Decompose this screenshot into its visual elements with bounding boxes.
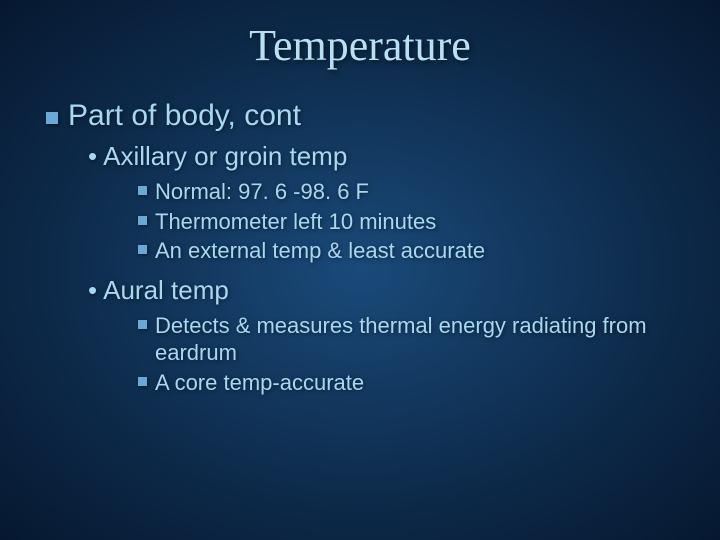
level2-text: Aural temp (103, 275, 229, 305)
level2-item: •Axillary or groin temp (88, 141, 680, 172)
square-bullet-icon (138, 245, 147, 254)
level3-text: Detects & measures thermal energy radiat… (155, 312, 680, 367)
square-bullet-icon (138, 186, 147, 195)
square-bullet-icon (138, 216, 147, 225)
slide: Temperature Part of body, cont •Axillary… (0, 0, 720, 540)
level3-text: An external temp & least accurate (155, 237, 680, 265)
level2-text: Axillary or groin temp (103, 141, 347, 171)
level3-text: A core temp-accurate (155, 369, 680, 397)
slide-title: Temperature (40, 20, 680, 71)
level2-item: •Aural temp (88, 275, 680, 306)
level1-item: Part of body, cont (46, 99, 680, 133)
level3-text: Normal: 97. 6 -98. 6 F (155, 178, 680, 206)
square-bullet-icon (138, 320, 147, 329)
square-bullet-icon (138, 377, 147, 386)
dot-bullet-icon: • (88, 141, 97, 172)
level3-item: Normal: 97. 6 -98. 6 F (138, 178, 680, 206)
level3-item: Detects & measures thermal energy radiat… (138, 312, 680, 367)
level1-text: Part of body, cont (68, 99, 301, 132)
square-bullet-icon (46, 112, 58, 124)
level3-text: Thermometer left 10 minutes (155, 208, 680, 236)
level3-item: Thermometer left 10 minutes (138, 208, 680, 236)
dot-bullet-icon: • (88, 275, 97, 306)
level3-item: A core temp-accurate (138, 369, 680, 397)
level3-item: An external temp & least accurate (138, 237, 680, 265)
